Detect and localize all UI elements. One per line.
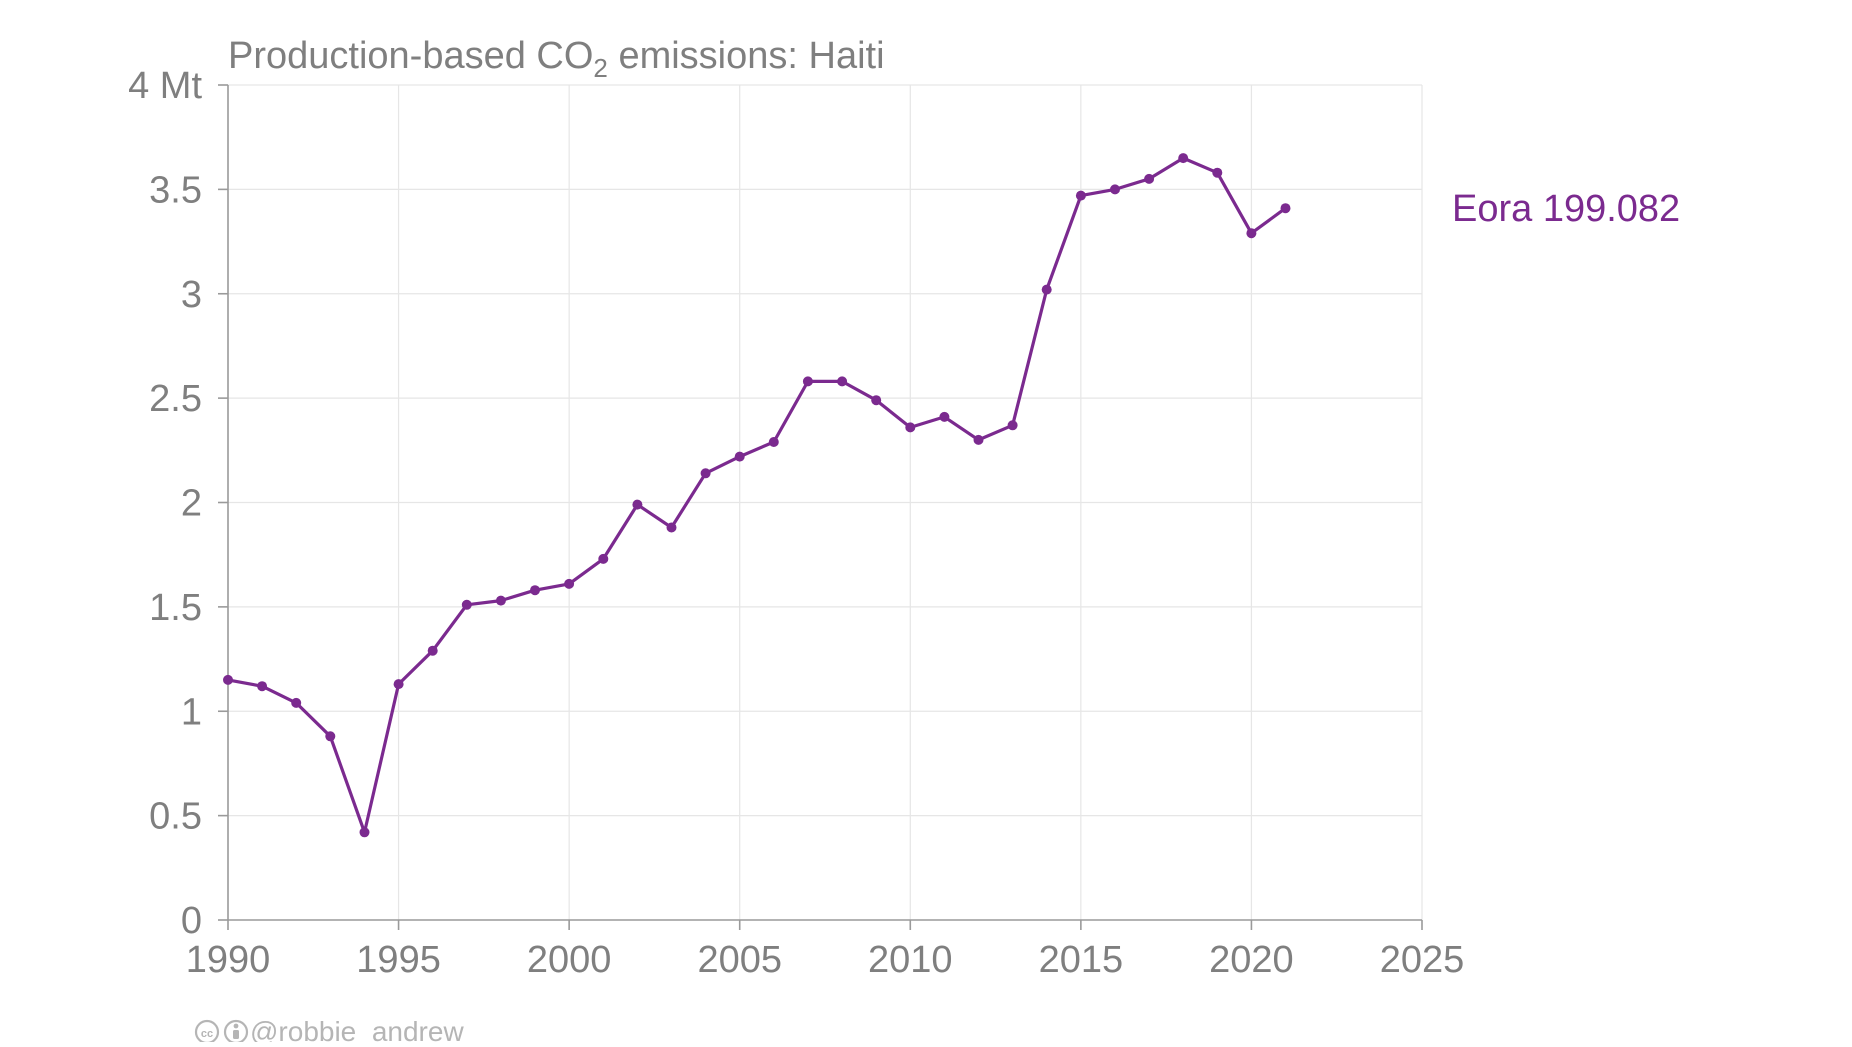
data-point [1007,420,1018,431]
x-tick-label: 1990 [186,939,271,981]
svg-text:cc: cc [201,1028,213,1040]
axis-layer: 0 0.5 1 1.5 2 2.5 3 3.5 4 Mt 1990 1995 2000 2005 2010… [128,65,1464,981]
chart-title: Production-based CO2 emissions: Haiti [228,35,885,83]
data-point [291,697,302,708]
y-tick-label: 4 Mt [128,65,202,107]
data-point [564,578,575,589]
data-point [734,451,745,462]
data-point [1178,153,1189,164]
data-point [973,434,984,445]
x-tick-label: 2020 [1209,939,1294,981]
data-point [495,595,506,606]
chart-title-main: Production-based CO [228,35,593,77]
data-point [632,499,643,510]
data-point [257,681,268,692]
grid-layer [228,84,1423,920]
series-line [227,156,1287,834]
data-point [768,437,779,447]
y-tick-label: 1 [181,691,202,733]
x-tick-label: 2000 [527,939,612,981]
data-point [427,645,438,656]
data-point [871,395,882,406]
y-tick-label: 3 [181,274,202,316]
data-point [223,674,233,685]
series-label: Eora 199.082 [1452,188,1680,230]
data-point [530,585,540,596]
data-point [1212,167,1223,178]
y-tick-label: 2.5 [149,378,202,420]
data-point [905,422,916,433]
data-point [325,731,336,742]
data-point [359,827,370,838]
y-tick-label: 0 [181,900,202,942]
chart-title-suffix: emissions: Haiti [608,35,885,77]
data-point [666,522,677,533]
y-tick-label: 3.5 [149,169,202,211]
data-point [393,679,404,690]
data-point [1110,184,1120,195]
credit-handle: @robbie_andrew [250,1016,464,1042]
y-tick-label: 1.5 [149,587,202,629]
x-tick-label: 2025 [1380,939,1465,981]
data-point [837,376,848,387]
x-tick-label: 1995 [356,939,441,981]
attribution-icon [223,1019,249,1045]
y-tick-label: 2 [181,483,202,525]
data-point [700,468,711,479]
series-layer [223,153,1291,838]
x-tick-label: 2005 [697,939,782,981]
credit: cc @robbie_andrew [194,1016,464,1047]
y-tick-label: 0.5 [149,796,202,838]
data-point [939,411,950,422]
data-point [1144,173,1155,184]
data-point [1280,203,1291,214]
data-point [1041,284,1052,295]
data-point [802,376,813,387]
data-point [598,553,609,564]
x-tick-label: 2015 [1039,939,1124,981]
data-point [1246,228,1257,239]
chart-title-subscript: 2 [593,53,607,83]
data-point [1075,190,1086,201]
label-layer: Eora 199.082 [1452,188,1680,230]
creative-commons-icon: cc [194,1019,220,1045]
x-tick-label: 2010 [868,939,953,981]
data-point [461,599,472,610]
